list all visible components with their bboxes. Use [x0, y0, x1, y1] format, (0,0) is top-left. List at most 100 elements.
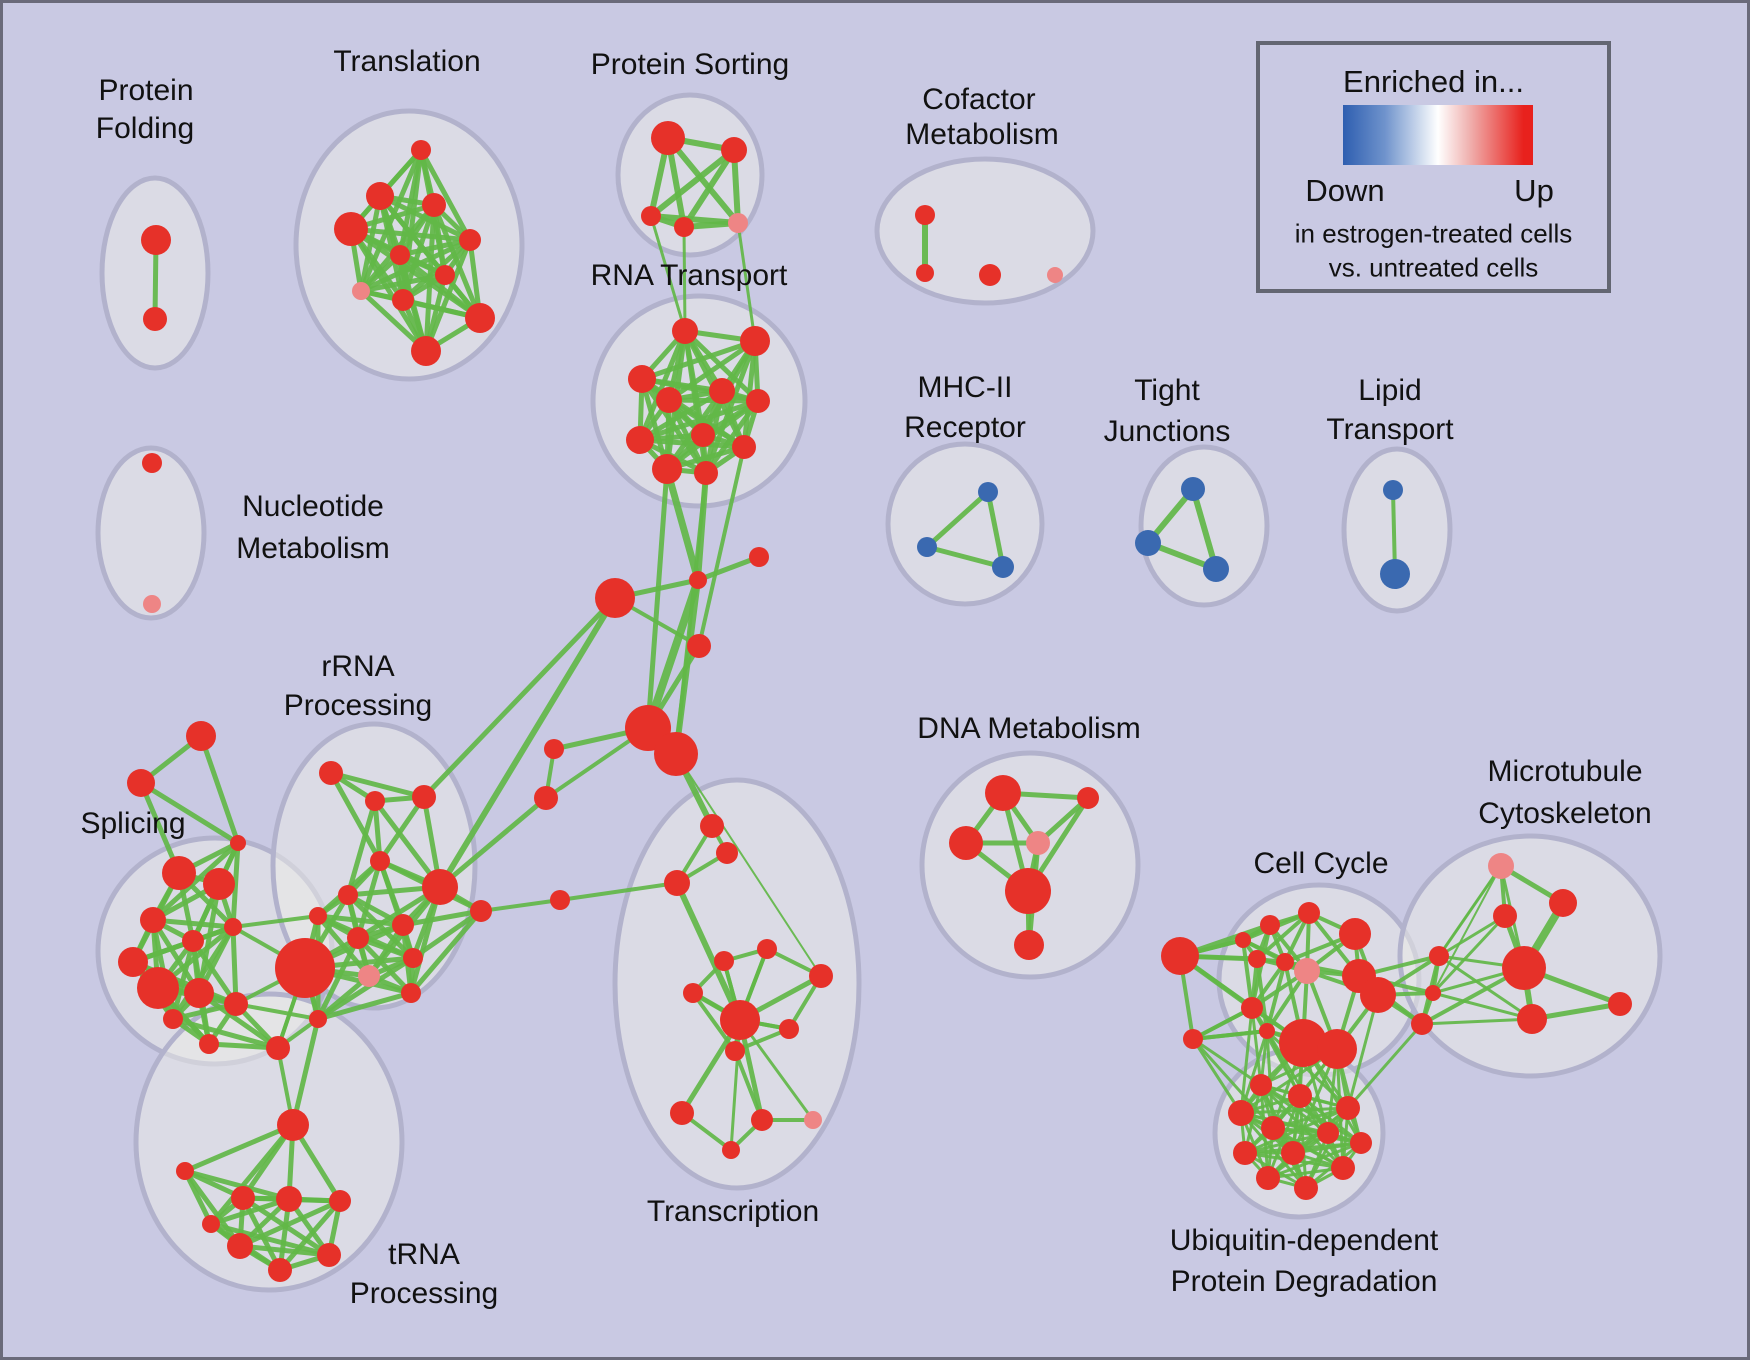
- node-ubiquitin-0[interactable]: [1250, 1074, 1272, 1096]
- node-rrna-3[interactable]: [370, 851, 390, 871]
- node-translation-9[interactable]: [465, 303, 495, 333]
- node-nuc-0[interactable]: [142, 453, 162, 473]
- node-ubiquitin-4[interactable]: [1261, 1116, 1285, 1140]
- node-translation-2[interactable]: [422, 193, 446, 217]
- node-ubiquitin-5[interactable]: [1317, 1122, 1339, 1144]
- node-cellcycle-12[interactable]: [1279, 1019, 1327, 1067]
- node-transcription-10[interactable]: [809, 964, 833, 988]
- node-tight-0[interactable]: [1181, 477, 1205, 501]
- node-transcription-13[interactable]: [725, 1041, 745, 1061]
- node-rt-0[interactable]: [672, 318, 698, 344]
- node-mhc-2[interactable]: [992, 556, 1014, 578]
- node-trna-6[interactable]: [227, 1233, 253, 1259]
- node-rrna-1[interactable]: [365, 791, 385, 811]
- node-trna-2[interactable]: [231, 1186, 255, 1210]
- node-lipid-1[interactable]: [1380, 559, 1410, 589]
- node-cellcycle-16[interactable]: [1411, 1013, 1433, 1035]
- node-transcription-1[interactable]: [654, 732, 698, 776]
- node-cofactor-2[interactable]: [979, 264, 1001, 286]
- node-bridge-2[interactable]: [749, 547, 769, 567]
- node-translation-4[interactable]: [459, 229, 481, 251]
- node-splicing-2[interactable]: [230, 835, 246, 851]
- node-dna-4[interactable]: [1005, 868, 1051, 914]
- node-cellcycle-14[interactable]: [1429, 946, 1449, 966]
- node-sorting-2[interactable]: [641, 206, 661, 226]
- node-rrna-9[interactable]: [403, 948, 423, 968]
- node-transcription-9[interactable]: [683, 983, 703, 1003]
- node-rt-4[interactable]: [709, 378, 735, 404]
- node-bridge-0[interactable]: [595, 578, 635, 618]
- node-dna-1[interactable]: [1077, 787, 1099, 809]
- node-pf-0[interactable]: [141, 225, 171, 255]
- node-rt-6[interactable]: [626, 426, 654, 454]
- node-ubiquitin-3[interactable]: [1336, 1096, 1360, 1120]
- node-cofactor-1[interactable]: [916, 264, 934, 282]
- node-microtubule-4[interactable]: [1517, 1004, 1547, 1034]
- node-transcription-8[interactable]: [714, 951, 734, 971]
- node-cofactor-3[interactable]: [1047, 267, 1063, 283]
- node-mhc-1[interactable]: [917, 537, 937, 557]
- node-rt-3[interactable]: [656, 387, 682, 413]
- node-pf-1[interactable]: [143, 307, 167, 331]
- node-bridge-3[interactable]: [687, 634, 711, 658]
- node-microtubule-1[interactable]: [1549, 889, 1577, 917]
- node-microtubule-5[interactable]: [1608, 992, 1632, 1016]
- node-transcription-5[interactable]: [716, 842, 738, 864]
- node-rrna-12[interactable]: [401, 983, 421, 1003]
- node-splicing-5[interactable]: [140, 907, 166, 933]
- node-dna-2[interactable]: [949, 826, 983, 860]
- node-transcription-3[interactable]: [534, 786, 558, 810]
- node-trna-7[interactable]: [317, 1243, 341, 1267]
- node-translation-0[interactable]: [411, 140, 431, 160]
- node-transcription-4[interactable]: [700, 814, 724, 838]
- node-rt-9[interactable]: [652, 454, 682, 484]
- node-ubiquitin-10[interactable]: [1256, 1166, 1280, 1190]
- node-tight-1[interactable]: [1135, 530, 1161, 556]
- node-transcription-16[interactable]: [804, 1111, 822, 1129]
- node-rrna-14[interactable]: [470, 900, 492, 922]
- node-transcription-12[interactable]: [779, 1019, 799, 1039]
- node-transcription-11[interactable]: [720, 1000, 760, 1040]
- node-splicing-8[interactable]: [224, 918, 242, 936]
- node-transcription-17[interactable]: [722, 1141, 740, 1159]
- node-cofactor-0[interactable]: [915, 205, 935, 225]
- node-sorting-0[interactable]: [651, 121, 685, 155]
- node-rt-7[interactable]: [691, 423, 715, 447]
- node-cellcycle-0[interactable]: [1161, 937, 1199, 975]
- node-transcription-2[interactable]: [544, 739, 564, 759]
- node-translation-7[interactable]: [352, 282, 370, 300]
- node-cellcycle-2[interactable]: [1260, 915, 1280, 935]
- node-lipid-0[interactable]: [1383, 480, 1403, 500]
- node-splicing-10[interactable]: [184, 978, 214, 1008]
- node-splicing-4[interactable]: [203, 868, 235, 900]
- node-cellcycle-11[interactable]: [1259, 1023, 1275, 1039]
- node-sorting-1[interactable]: [721, 137, 747, 163]
- node-translation-3[interactable]: [334, 212, 368, 246]
- node-ubiquitin-7[interactable]: [1233, 1141, 1257, 1165]
- node-transcription-7[interactable]: [757, 939, 777, 959]
- node-cellcycle-13[interactable]: [1317, 1029, 1357, 1069]
- node-rrna-6[interactable]: [392, 914, 414, 936]
- node-microtubule-0[interactable]: [1488, 853, 1514, 879]
- node-rt-5[interactable]: [746, 389, 770, 413]
- node-cellcycle-7[interactable]: [1294, 958, 1320, 984]
- node-rt-2[interactable]: [628, 365, 656, 393]
- node-trna-0[interactable]: [277, 1109, 309, 1141]
- node-trna-3[interactable]: [276, 1186, 302, 1212]
- node-rrna-4[interactable]: [338, 885, 358, 905]
- node-cellcycle-6[interactable]: [1276, 953, 1294, 971]
- node-translation-1[interactable]: [366, 182, 394, 210]
- node-tight-2[interactable]: [1203, 556, 1229, 582]
- node-splicing-13[interactable]: [199, 1034, 219, 1054]
- node-dna-0[interactable]: [985, 775, 1021, 811]
- node-translation-6[interactable]: [435, 265, 455, 285]
- node-transcription-6[interactable]: [664, 870, 690, 896]
- node-rt-10[interactable]: [694, 461, 718, 485]
- node-ubiquitin-11[interactable]: [1294, 1176, 1318, 1200]
- node-mhc-0[interactable]: [978, 482, 998, 502]
- node-rrna-11[interactable]: [358, 965, 380, 987]
- node-rrna-13[interactable]: [309, 1010, 327, 1028]
- node-sorting-3[interactable]: [674, 217, 694, 237]
- node-translation-10[interactable]: [411, 336, 441, 366]
- node-dna-5[interactable]: [1014, 930, 1044, 960]
